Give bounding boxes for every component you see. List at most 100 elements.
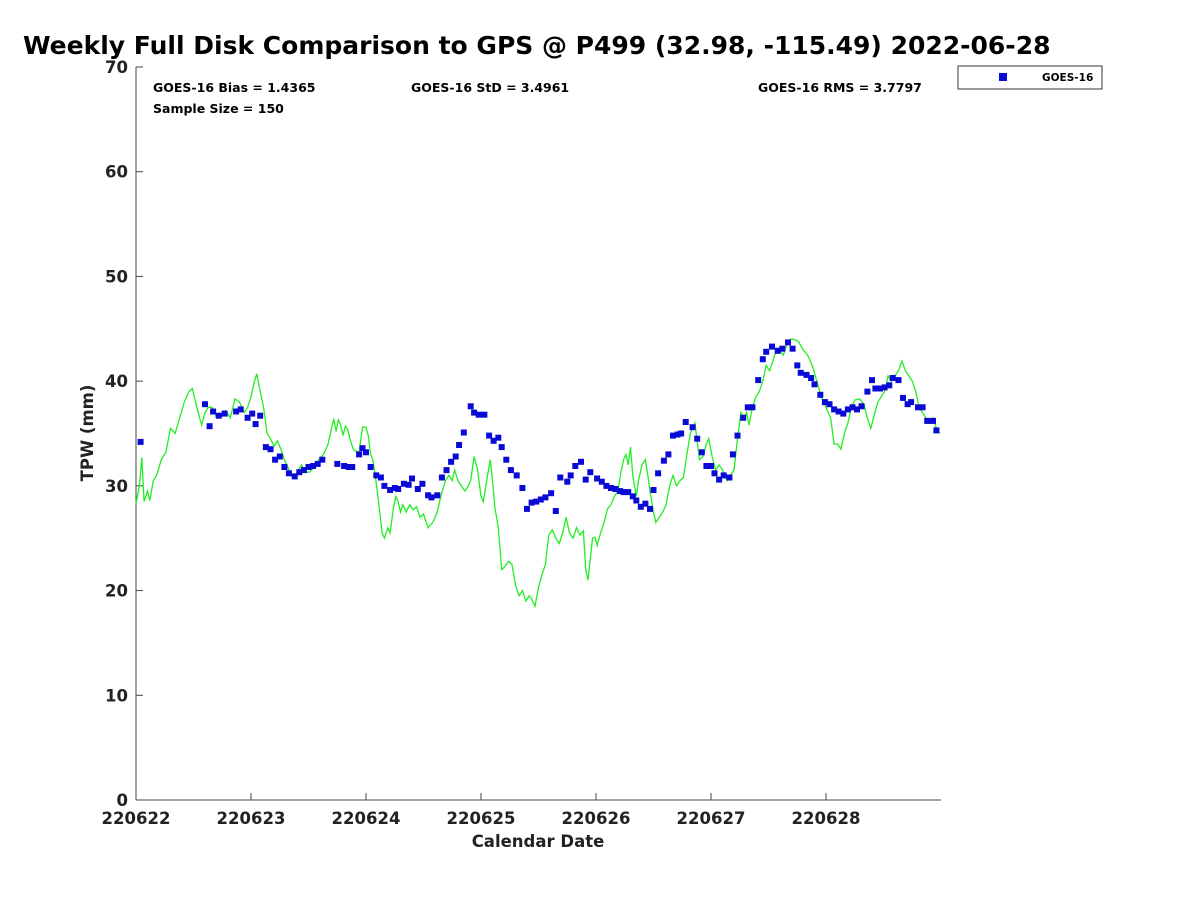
goes16-point: [716, 476, 723, 483]
goes16-point: [564, 478, 571, 485]
goes16-point: [345, 464, 352, 470]
goes16-point: [637, 503, 644, 510]
goes16-point: [726, 474, 733, 481]
goes16-point: [864, 388, 871, 395]
goes16-point: [414, 486, 421, 492]
goes16-point: [808, 375, 815, 381]
goes16-point: [244, 414, 251, 421]
x-tick-label: 220626: [562, 809, 631, 828]
goes16-point: [647, 505, 653, 512]
goes16-point: [797, 369, 804, 376]
gps-tpw-line: [135, 338, 941, 609]
goes16-point: [428, 494, 435, 501]
goes16-point: [633, 497, 640, 504]
x-tick-label: 220628: [792, 809, 861, 828]
goes16-point: [285, 470, 292, 477]
goes16-point: [603, 482, 610, 489]
goes16-point: [774, 347, 781, 354]
goes16-point: [655, 470, 662, 477]
goes16-point: [548, 490, 555, 497]
goes16-point: [513, 472, 520, 479]
goes16-point: [395, 486, 402, 492]
x-tick-label: 220627: [677, 809, 746, 828]
goes16-point: [598, 478, 605, 485]
y-tick-label: 40: [105, 372, 128, 391]
goes16-point: [448, 458, 455, 465]
goes16-point: [257, 412, 264, 419]
bias-stat: GOES-16 Bias = 1.4365: [153, 80, 315, 95]
goes16-point: [438, 474, 445, 481]
goes16-point: [711, 470, 718, 477]
goes16-point: [552, 508, 559, 514]
goes16-point: [210, 408, 217, 415]
goes16-point: [881, 384, 888, 391]
goes16-point: [137, 438, 144, 445]
chart-title: Weekly Full Disk Comparison to GPS @ P49…: [23, 31, 1050, 60]
goes16-point: [356, 451, 363, 458]
goes16-point: [835, 408, 842, 415]
goes16-point: [660, 457, 667, 464]
goes16-point: [221, 410, 228, 417]
goes16-point: [296, 469, 303, 476]
goes16-point: [749, 404, 756, 411]
goes16-point: [528, 499, 535, 506]
goes16-point: [849, 404, 856, 411]
goes16-point: [854, 406, 860, 413]
goes16-point: [694, 435, 701, 442]
goes16-point: [703, 463, 710, 469]
goes16-point: [367, 464, 374, 470]
y-axis-ticks: 0 10 20 30 40 50 60 70: [105, 58, 143, 810]
goes16-point: [886, 382, 893, 389]
x-tick-label: 220624: [332, 809, 401, 828]
goes16-point: [900, 394, 906, 401]
goes16-point: [537, 496, 544, 503]
goes16-point: [503, 456, 510, 463]
goes16-point: [582, 476, 589, 483]
goes16-point: [844, 406, 851, 413]
goes16-point: [467, 403, 474, 410]
goes16-point: [557, 474, 564, 481]
goes16-point: [206, 423, 213, 430]
series-layer: [135, 338, 941, 609]
goes16-point: [755, 377, 762, 384]
x-tick-label: 220622: [102, 809, 171, 828]
goes16-point: [895, 377, 902, 384]
goes16-point: [291, 473, 298, 480]
goes16-point: [769, 343, 775, 350]
x-axis-ticks: 220622 220623 220624 220625 220626 220627 2206…: [102, 793, 861, 828]
goes16-point: [305, 464, 312, 470]
goes16-point: [617, 488, 624, 495]
goes16-point: [670, 432, 676, 439]
goes16-point: [319, 456, 326, 463]
goes16-point: [629, 493, 636, 500]
goes16-point: [708, 463, 714, 469]
goes16-point: [642, 500, 649, 507]
plot-area: [135, 67, 941, 801]
std-stat: GOES-16 StD = 3.4961: [411, 80, 569, 95]
goes16-point: [252, 421, 259, 428]
goes16-point: [495, 434, 502, 441]
legend-box: [957, 65, 1103, 90]
y-tick-label: 60: [105, 163, 128, 182]
goes16-point: [391, 485, 398, 491]
sample-size-stat: Sample Size = 150: [153, 101, 284, 116]
goes16-point: [533, 498, 540, 505]
goes16-point: [831, 406, 838, 413]
goes16-point: [272, 456, 279, 463]
goes16-point: [763, 348, 770, 355]
goes16-point: [524, 505, 530, 512]
goes16-point: [779, 345, 786, 352]
goes16-point: [877, 385, 883, 392]
goes16-point: [572, 463, 579, 469]
y-tick-label: 70: [105, 58, 128, 77]
x-tick-label: 220623: [217, 809, 286, 828]
goes16-point: [740, 414, 747, 421]
goes16-point: [889, 375, 896, 381]
goes16-point: [249, 410, 256, 417]
goes16-point: [237, 406, 244, 413]
goes16-point: [542, 494, 549, 501]
goes16-point: [425, 492, 432, 499]
goes16-point: [682, 419, 689, 425]
x-tick-label: 220625: [447, 809, 516, 828]
